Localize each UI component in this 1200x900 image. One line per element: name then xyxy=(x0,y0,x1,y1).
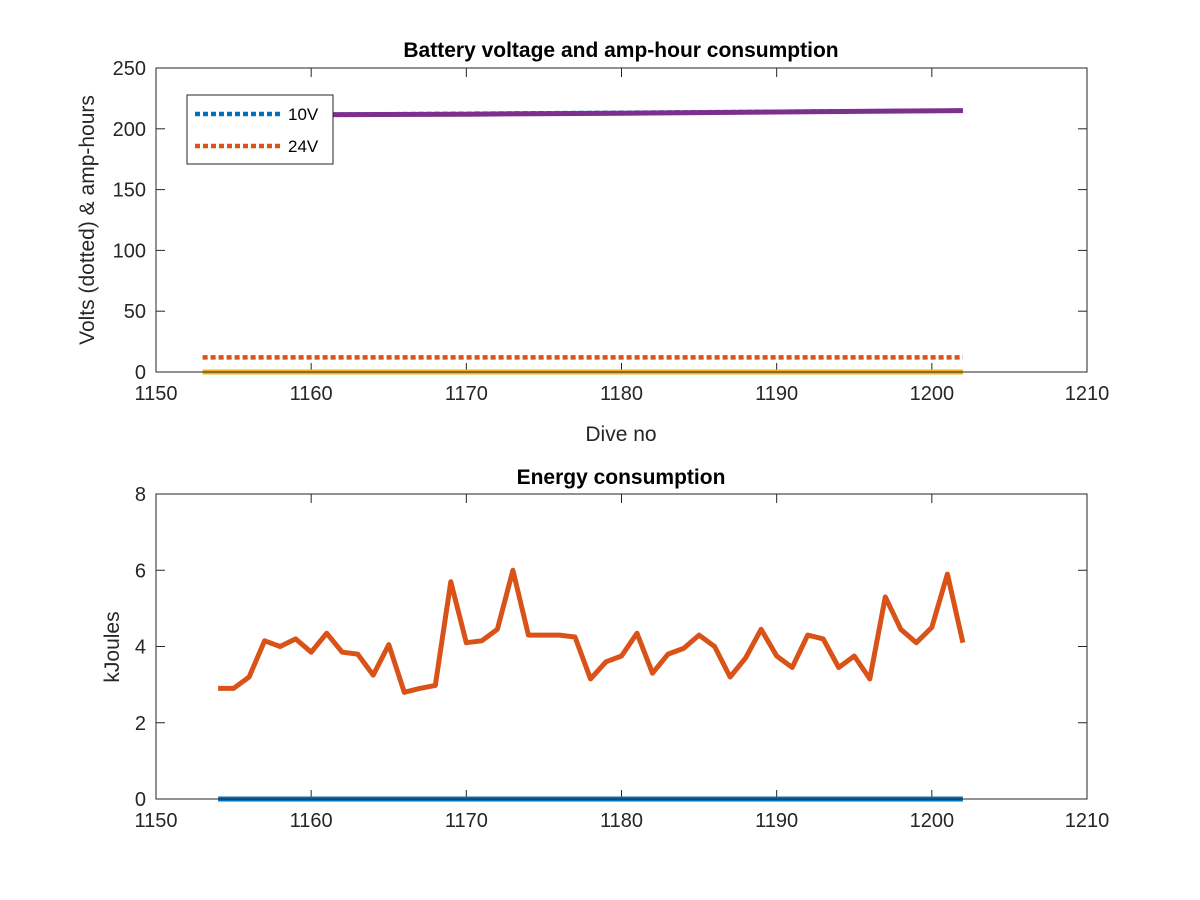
top-y-tick-label: 150 xyxy=(113,180,146,202)
bottom-x-tick-label: 1200 xyxy=(910,810,955,832)
top-axis-ticks: 1150 1160 1170 1180 1190 1200 1210 0 50 100 150 200… xyxy=(113,58,1110,405)
top-y-axis-label: Volts (dotted) & amp-hours xyxy=(76,95,99,345)
bottom-axes-box xyxy=(155,493,1088,800)
top-axes-box xyxy=(155,67,1088,373)
bottom-x-tick-label: 1150 xyxy=(134,810,177,832)
bottom-y-tick-label: 4 xyxy=(135,637,146,659)
top-y-tick-label: 250 xyxy=(113,58,146,80)
top-axes: Battery voltage and amp-hour consumption… xyxy=(76,39,1109,446)
bottom-x-tick-label: 1210 xyxy=(1065,810,1110,832)
top-x-tick-label: 1170 xyxy=(445,383,488,405)
bottom-axes-background xyxy=(156,494,1087,799)
bottom-y-tick-label: 8 xyxy=(135,484,146,506)
bottom-y-axis-label: kJoules xyxy=(101,611,124,682)
top-y-tick-label: 0 xyxy=(135,362,146,384)
bottom-chart-title: Energy consumption xyxy=(517,466,726,489)
top-x-tick-label: 1160 xyxy=(290,383,333,405)
bottom-x-tick-label: 1160 xyxy=(290,810,333,832)
bottom-y-tick-label: 0 xyxy=(135,789,146,811)
bottom-y-tick-label: 6 xyxy=(135,560,146,582)
top-x-axis-label: Dive no xyxy=(585,423,656,446)
legend-box xyxy=(186,94,334,165)
bottom-axis-ticks: 1150 1160 1170 1180 1190 1200 1210 0 2 4 6 8 xyxy=(134,484,1109,832)
bottom-axes: Energy consumption kJoules 1150 1160 1170 1… xyxy=(101,466,1109,832)
bottom-x-tick-label: 1180 xyxy=(600,810,643,832)
legend-label-24v: 24V xyxy=(288,137,319,156)
top-chart-title: Battery voltage and amp-hour consumption xyxy=(403,39,838,62)
top-x-tick-label: 1180 xyxy=(600,383,643,405)
top-x-tick-label: 1210 xyxy=(1065,383,1110,405)
top-x-tick-label: 1190 xyxy=(755,383,798,405)
legend: 10V 24V xyxy=(186,94,334,165)
bottom-y-tick-label: 2 xyxy=(135,713,146,735)
top-y-tick-label: 100 xyxy=(113,240,146,262)
bottom-series-line-2 xyxy=(218,567,966,695)
legend-label-10v: 10V xyxy=(288,105,319,124)
bottom-x-tick-label: 1190 xyxy=(755,810,798,832)
top-y-tick-label: 200 xyxy=(113,119,146,141)
top-x-tick-label: 1200 xyxy=(910,383,955,405)
bottom-x-tick-label: 1170 xyxy=(445,810,488,832)
top-y-tick-label: 50 xyxy=(124,301,146,323)
top-x-tick-label: 1150 xyxy=(134,383,177,405)
